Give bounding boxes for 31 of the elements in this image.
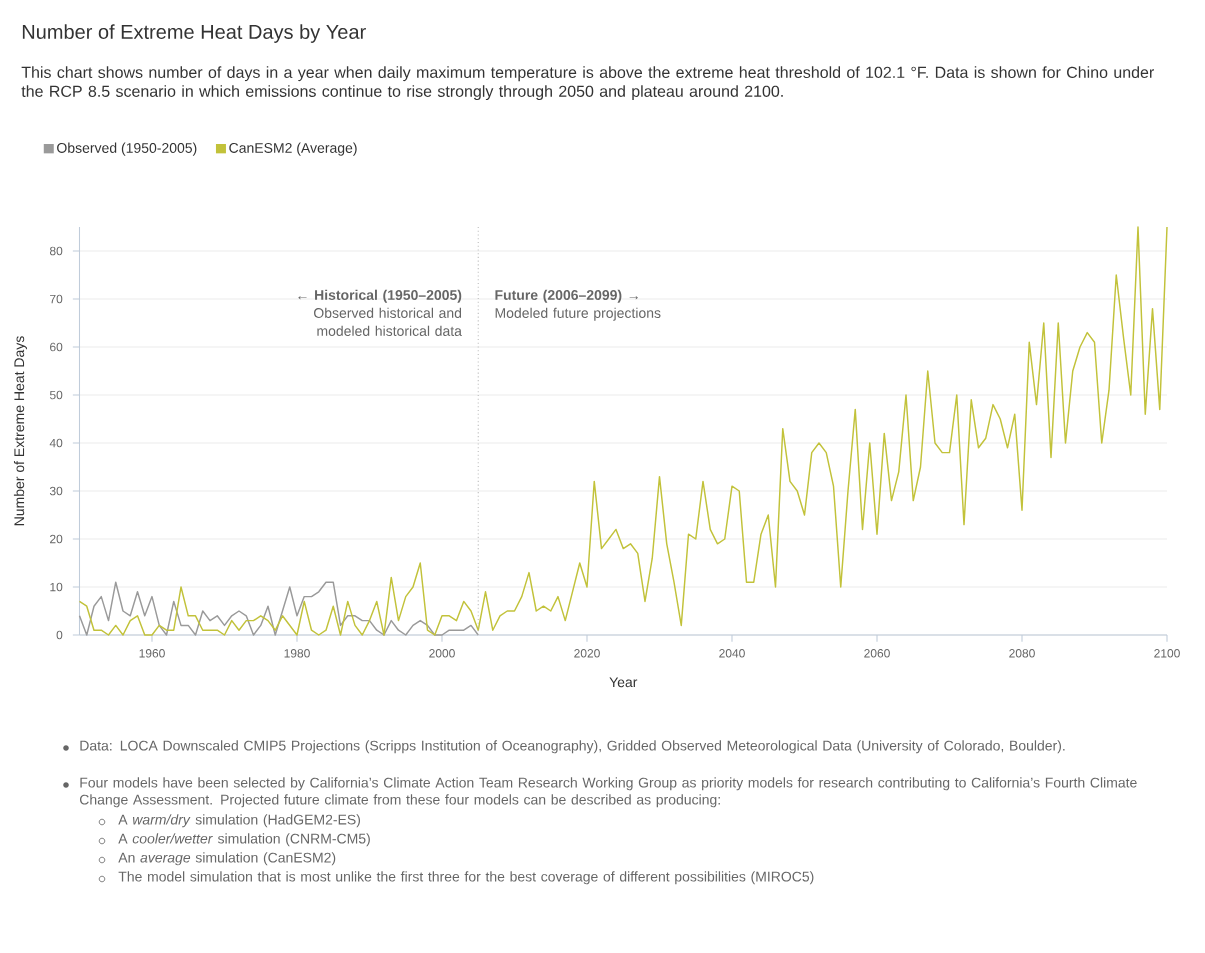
legend-label: CanESM2 (Average) [229,142,357,156]
y-tick-label: 60 [50,342,63,352]
annotation: ← Historical (1950–2005) Observed historical and modeled historical data [298,289,462,336]
x-tick-label: 2100 [1154,649,1180,658]
y-axis-title: Number of Extreme Heat Days [13,336,27,526]
annotation: Future (2006–2099) → Modeled future projections [495,289,661,321]
text: The model simulation that is most unlike the first three for the best coverage of different possibilities (MIROC5) [118,871,814,885]
x-tick-label: 1980 [284,649,310,658]
x-tick-label: 2020 [574,649,600,658]
y-tick-label: 20 [50,534,63,544]
y-tick-label: 40 [49,438,63,448]
y-tick-label: 80 [49,246,63,256]
x-tick-label: 2060 [864,649,890,658]
text: Data: LOCA Downscaled CMIP5 Projections (Scripps Institution of Oceanography), Gridded Observed Meteorological Data (University of Colorado, Boulder). [80,740,1065,754]
x-tick-label: 2040 [719,649,745,658]
x-tick-label: 2000 [429,649,455,658]
chart-title: Number of Extreme Heat Days by Year [22,24,366,43]
text: Four models have been selected by California’s Climate Action Team Research Working Group as priority models for research contributing to California’s Fourth Climate Change Assessment. Projected future climate from these four models can be described as producing: [79,777,1137,808]
legend-label: Observed (1950-2005) [57,142,197,156]
text: A warm/dry simulation (HadGEM2-ES) [118,814,361,828]
y-tick-label: 0 [56,630,63,640]
y-tick-label: 10 [50,582,63,592]
chart-subtitle: This chart shows number of days in a year when daily maximum temperature is above the extreme heat threshold of 102.1 °F. Data is shown for Chino under the RCP 8.5 scenario in which emissions continue to rise strongly through 2050 and plateau around 2100. [21,66,1154,101]
text: A cooler/wetter simulation (CNRM-CM5) [118,833,370,847]
y-tick-label: 30 [49,486,63,496]
text: An average simulation (CanESM2) [118,852,336,866]
y-tick-label: 70 [50,294,63,304]
x-tick-label: 1960 [139,649,165,658]
y-tick-label: 50 [49,390,63,400]
x-tick-label: 2080 [1009,649,1035,658]
x-axis-title: Year [609,677,638,688]
